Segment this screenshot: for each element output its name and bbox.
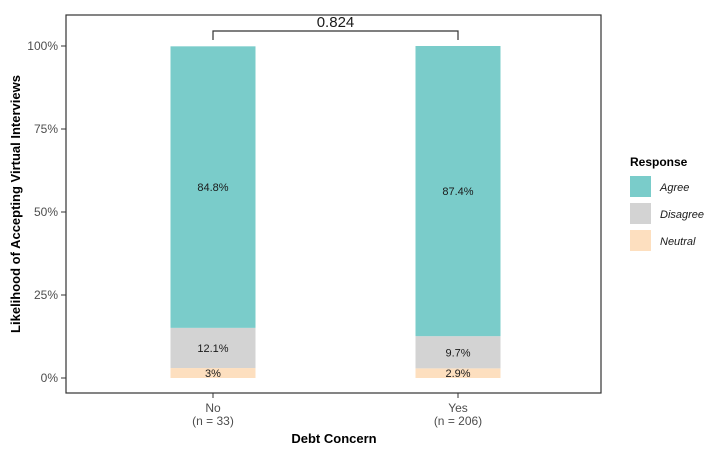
legend: Response Agree Disagree Neutral (630, 155, 704, 251)
bar-segment-agree (415, 46, 501, 337)
y-tick-label: 25% (34, 288, 58, 302)
bar-segment-disagree (415, 336, 501, 369)
y-tick-label: 50% (34, 205, 58, 219)
y-tick-label: 75% (34, 122, 58, 136)
y-axis-title: Likelihood of Accepting Virtual Intervie… (8, 75, 23, 333)
bars: 3% 12.1% 84.8% 2.9% 9.7% 87.4% (170, 46, 501, 380)
y-tick-label: 0% (41, 371, 59, 385)
y-tick-label: 100% (27, 39, 58, 53)
comparison-bracket: 0.824 (212, 14, 459, 40)
legend-label-neutral: Neutral (660, 236, 696, 248)
bar-segment-agree (170, 46, 256, 328)
x-tick-label: No (205, 401, 221, 415)
legend-swatch-neutral (630, 230, 651, 251)
data-label: 2.9% (445, 368, 470, 380)
p-value-label: 0.824 (317, 14, 355, 31)
y-axis: 0% 25% 50% 75% 100% (27, 39, 66, 385)
x-tick-sublabel: (n = 206) (434, 414, 482, 428)
legend-title: Response (630, 155, 688, 169)
legend-swatch-disagree (630, 203, 651, 224)
data-label: 84.8% (197, 182, 228, 194)
legend-label-agree: Agree (659, 182, 689, 194)
data-label: 12.1% (197, 343, 228, 355)
x-tick-sublabel: (n = 33) (192, 414, 234, 428)
bar-segment-disagree (170, 327, 256, 369)
data-label: 87.4% (442, 186, 473, 198)
legend-swatch-agree (630, 176, 651, 197)
bar-segment-neutral (415, 368, 501, 378)
bracket-line (212, 30, 459, 40)
plot-panel (65, 14, 602, 394)
data-label: 3% (205, 368, 221, 380)
legend-label-disagree: Disagree (660, 209, 704, 221)
data-label: 9.7% (445, 347, 470, 359)
bar-segment-neutral (170, 368, 256, 378)
x-tick-label: Yes (448, 401, 468, 415)
x-axis: No(n = 33) Yes(n = 206) (192, 393, 482, 428)
x-axis-title: Debt Concern (291, 431, 376, 446)
